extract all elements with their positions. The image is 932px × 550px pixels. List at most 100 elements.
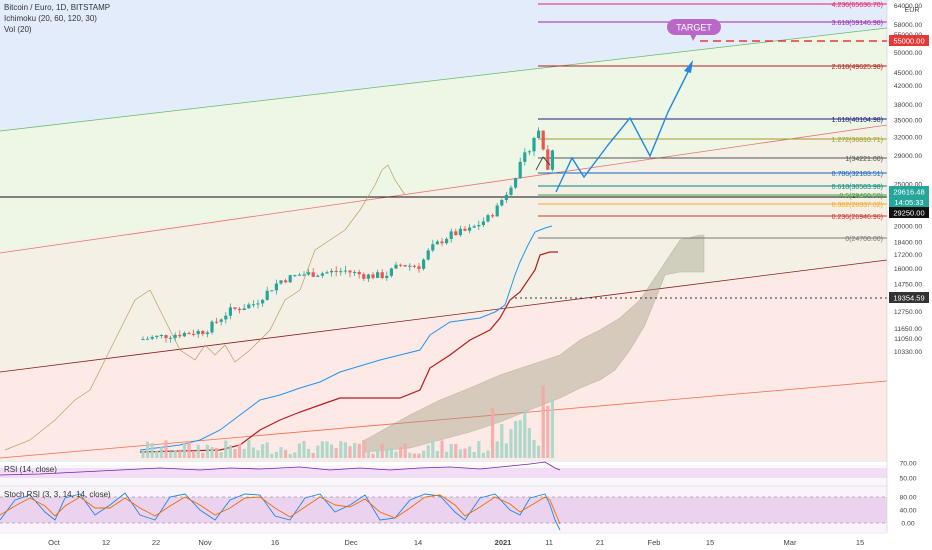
candle-body (339, 271, 342, 272)
candle-body (229, 307, 232, 315)
volume-bar (454, 444, 457, 458)
time-tick-label: 11 (545, 538, 553, 547)
volume-bar (440, 440, 443, 458)
symbol-legend[interactable]: Bitcoin / Euro, 1D, BITSTAMP (4, 3, 110, 13)
volume-bar (551, 399, 554, 458)
volume-bar (178, 451, 181, 458)
volume-bar (477, 441, 480, 458)
volume-bar (146, 442, 149, 458)
volume-bar (252, 447, 255, 458)
candle-body (445, 239, 448, 243)
volume-bar (247, 440, 250, 458)
price-tick-label: 35000.00 (894, 118, 923, 125)
volume-bar (431, 441, 434, 458)
fib-level-label: 4.236(65636.70) (832, 2, 883, 9)
volume-bar (532, 440, 535, 458)
volume-bar (344, 442, 347, 458)
candle-body (141, 339, 144, 340)
candle-body (381, 272, 384, 278)
candle-body (215, 322, 218, 323)
volume-bar (381, 444, 384, 458)
candle-body (275, 283, 278, 290)
volume-bar (266, 442, 269, 458)
candle-body (440, 242, 443, 244)
volume-bar (192, 451, 195, 458)
price-tick-label: 42000.00 (894, 83, 923, 90)
candle-body (454, 231, 457, 235)
stoch-tick-label: 80.00 (899, 495, 916, 502)
volume-legend[interactable]: Vol (20) (4, 25, 32, 35)
candle-body (201, 331, 204, 334)
candle-body (197, 331, 200, 334)
candle-body (514, 178, 517, 188)
price-tick-label: 12750.00 (894, 309, 923, 316)
price-tick-label: 16000.00 (894, 266, 923, 273)
candle-body (537, 131, 540, 138)
candle-body (422, 260, 425, 269)
time-tick-label: 14 (414, 538, 422, 547)
volume-bar (233, 449, 236, 458)
price-tick-label: 18400.00 (894, 239, 923, 246)
time-axis[interactable]: Oct 12 22 Nov 16 Dec 14 2021 11 21 Feb 15 Mar 15 (0, 533, 887, 547)
time-tick-label: Dec (344, 538, 358, 547)
volume-bar (215, 448, 218, 458)
volume-bar (302, 441, 305, 458)
volume-bar (385, 448, 388, 458)
candle-body (206, 332, 209, 334)
candle-body (468, 228, 471, 231)
volume-bar (450, 444, 453, 458)
volume-bar (270, 454, 273, 458)
candle-body (270, 290, 273, 291)
stoch-legend[interactable]: Stoch RSI (3, 3, 14, 14, close) (4, 490, 111, 500)
volume-bar (197, 445, 200, 458)
volume-bar (496, 441, 499, 458)
volume-bar (404, 444, 407, 458)
volume-bar (169, 451, 172, 458)
volume-bar (537, 446, 540, 458)
candle-body (394, 265, 397, 269)
volume-bar (399, 447, 402, 458)
candle-body (279, 280, 282, 283)
time-tick-label: 21 (596, 538, 604, 547)
volume-bar (155, 451, 158, 458)
time-tick-label: 15 (706, 538, 714, 547)
ichimoku-legend[interactable]: Ichimoku (20, 60, 120, 30) (4, 14, 97, 24)
price-axis[interactable]: EUR 64000.00 58000.00 55000.00 50000.00 4500… (887, 0, 932, 550)
candle-body (367, 274, 370, 278)
volume-bar (413, 454, 416, 458)
price-tick-label: 11050.00 (894, 336, 922, 343)
time-tick-label: Mar (784, 538, 797, 547)
candle-body (376, 272, 379, 278)
candle-body (528, 151, 531, 152)
candle-body (307, 272, 310, 274)
price-tick-label: 17200.00 (894, 252, 923, 259)
candle-body (408, 266, 411, 267)
candle-body (325, 272, 328, 273)
candle-body (362, 274, 365, 279)
candle-body (477, 225, 480, 226)
target-label: TARGET (676, 23, 712, 33)
rsi-legend[interactable]: RSI (14, close) (4, 465, 57, 475)
volume-bar (284, 450, 287, 458)
candle-body (316, 276, 319, 277)
candle-body (431, 244, 434, 250)
volume-bar (289, 454, 292, 458)
candle-body (192, 334, 195, 335)
rsi-tick-label: 50.00 (899, 476, 916, 483)
price-tick-label: 58000.00 (894, 22, 923, 29)
stoch-tick-label: 40.00 (899, 508, 916, 515)
volume-bar (463, 449, 466, 458)
volume-bar (307, 449, 310, 458)
volume-bar (229, 445, 232, 458)
candle-body (238, 309, 241, 310)
volume-bar (491, 408, 494, 458)
time-tick-label: 16 (271, 538, 279, 547)
tag-55000: 55000.00 (893, 37, 924, 46)
candle-body (404, 265, 407, 266)
volume-bar (348, 446, 351, 458)
volume-bar (459, 449, 462, 458)
candle-body (413, 266, 416, 267)
time-tick-label: 22 (152, 538, 160, 547)
fib-level-label: 2.618(49625.98) (832, 64, 883, 71)
